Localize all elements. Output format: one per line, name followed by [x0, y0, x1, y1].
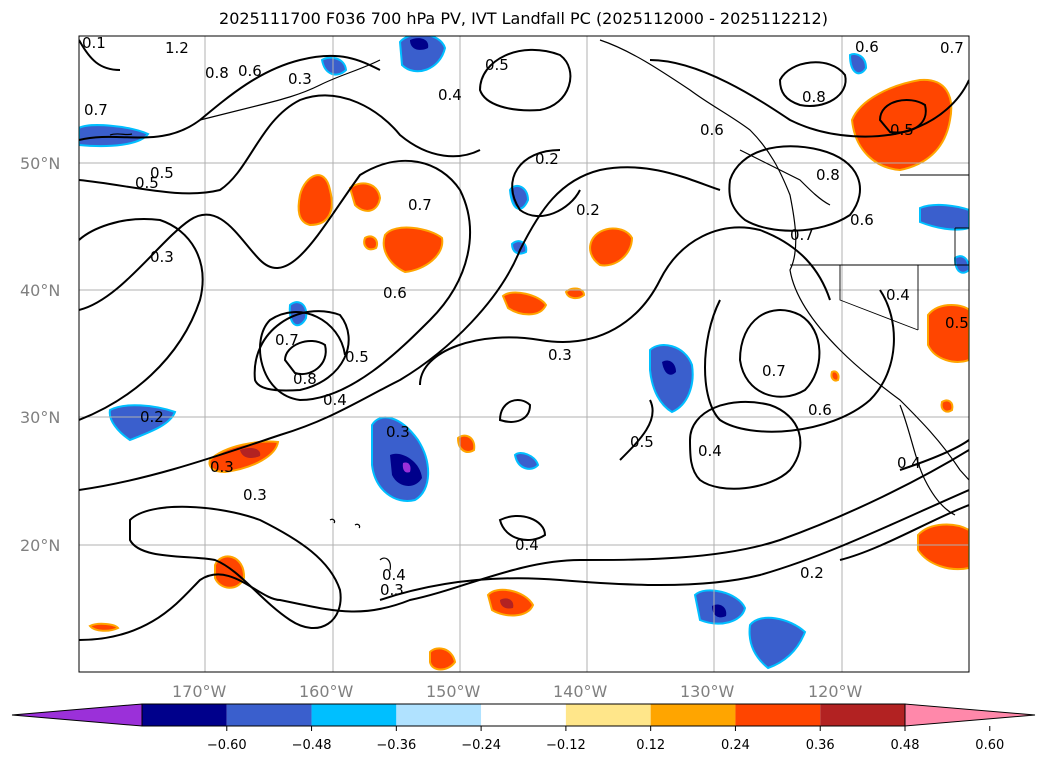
contour-label: 0.6 — [808, 401, 832, 419]
contour-label: 0.5 — [890, 121, 914, 139]
contour-label: 0.6 — [238, 62, 262, 80]
colorbar-segment — [311, 704, 397, 726]
contour-label: 0.6 — [700, 121, 724, 139]
contour-label: 0.3 — [288, 70, 312, 88]
graticule — [79, 36, 969, 672]
longitude-labels: 170°W 160°W 150°W 140°W 130°W 120°W — [172, 682, 863, 701]
lon-label-140w: 140°W — [553, 682, 608, 701]
contour-label: 0.3 — [243, 486, 267, 504]
colorbar-tick-label: 0.60 — [975, 738, 1004, 753]
map-frame — [78, 35, 970, 673]
colorbar-segment — [735, 704, 821, 726]
contour-label: 0.8 — [205, 64, 229, 82]
colorbar-tick-label: −0.60 — [207, 738, 247, 753]
contour-label: 0.2 — [576, 201, 600, 219]
colorbar-segment — [142, 704, 227, 726]
contour-label: 0.3 — [210, 458, 234, 476]
shading-negative — [79, 36, 969, 670]
colorbar-tick-label: 0.48 — [891, 738, 920, 753]
contour-label: 0.4 — [886, 286, 910, 304]
borders — [790, 174, 969, 331]
contour-label: 0.8 — [293, 370, 317, 388]
contour-label: 0.3 — [386, 423, 410, 441]
contour-label: 0.2 — [800, 564, 824, 582]
contour-label: 0.5 — [345, 348, 369, 366]
contour-label: 0.5 — [630, 433, 654, 451]
contour-label: 0.4 — [323, 391, 347, 409]
contour-label: 0.8 — [802, 88, 826, 106]
map-area: 1.2 0.8 0.6 0.3 0.7 0.5 0.3 0.7 0.6 0.7 … — [79, 34, 969, 672]
contour-label: 0.7 — [762, 362, 786, 380]
contour-label: 0.5 — [150, 164, 174, 182]
pv-contours — [79, 39, 969, 641]
colorbar-tick-label: 0.12 — [636, 738, 665, 753]
colorbar-tick-label: 0.24 — [721, 738, 750, 753]
contour-label: 0.3 — [150, 248, 174, 266]
contour-label: 0.7 — [408, 196, 432, 214]
contour-label: 0.4 — [897, 454, 921, 472]
contour-label: 0.4 — [438, 86, 462, 104]
contour-labels: 1.2 0.8 0.6 0.3 0.7 0.5 0.3 0.7 0.6 0.7 … — [82, 34, 969, 599]
colorbar: −0.60 −0.48 −0.36 −0.24 −0.12 0.12 0.24 0.36 0.4… — [11, 703, 1036, 753]
colorbar-tick-label: −0.24 — [461, 738, 501, 753]
contour-label: 0.6 — [383, 284, 407, 302]
contour-label: 0.7 — [275, 331, 299, 349]
lon-label-150w: 150°W — [426, 682, 481, 701]
latitude-labels: 50°N 40°N 30°N 20°N — [20, 154, 60, 555]
contour-label: 0.5 — [485, 56, 509, 74]
contour-label: 0.3 — [380, 581, 404, 599]
colorbar-frame — [141, 703, 906, 727]
colorbar-segment — [650, 704, 736, 726]
contour-label: 1.2 — [165, 39, 189, 57]
contour-label: 0.6 — [850, 211, 874, 229]
colorbar-extend-low — [11, 703, 143, 727]
contour-label: 0.4 — [698, 442, 722, 460]
contour-label: 0.4 — [382, 566, 406, 584]
map-title: 2025111700 F036 700 hPa PV, IVT Landfall… — [219, 9, 828, 28]
contour-label: 0.1 — [82, 34, 106, 52]
contour-label: 0.5 — [135, 174, 159, 192]
lat-label-30n: 30°N — [20, 408, 60, 427]
contour-label: 0.3 — [548, 346, 572, 364]
contour-label: 0.8 — [816, 166, 840, 184]
lat-label-20n: 20°N — [20, 536, 60, 555]
colorbar-tick-label: −0.12 — [546, 738, 586, 753]
lon-label-130w: 130°W — [680, 682, 735, 701]
colorbar-extend-high — [904, 703, 1036, 727]
contour-label: 0.2 — [140, 408, 164, 426]
colorbar-segment — [396, 704, 482, 726]
contour-label: 0.2 — [535, 150, 559, 168]
contour-label: 0.7 — [940, 39, 964, 57]
contour-label: 0.7 — [84, 101, 108, 119]
lon-label-120w: 120°W — [808, 682, 863, 701]
lon-label-160w: 160°W — [299, 682, 354, 701]
colorbar-segment — [481, 704, 566, 726]
lat-label-40n: 40°N — [20, 281, 60, 300]
colorbar-segment — [226, 704, 312, 726]
contour-label: 0.4 — [515, 536, 539, 554]
coastlines — [109, 39, 969, 571]
colorbar-segment — [565, 704, 651, 726]
contour-label: 0.7 — [790, 226, 814, 244]
colorbar-segment — [820, 704, 905, 726]
contour-label: 0.5 — [945, 314, 969, 332]
lon-label-170w: 170°W — [172, 682, 227, 701]
colorbar-tick-label: 0.36 — [806, 738, 835, 753]
colorbar-tick-label: −0.36 — [376, 738, 416, 753]
lat-label-50n: 50°N — [20, 154, 60, 173]
colorbar-tick-label: −0.48 — [292, 738, 332, 753]
contour-label: 0.6 — [855, 38, 879, 56]
